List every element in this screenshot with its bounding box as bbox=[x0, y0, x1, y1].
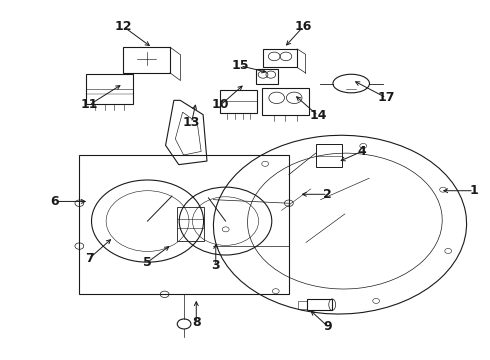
Text: 10: 10 bbox=[212, 99, 229, 112]
Bar bbox=[316, 144, 343, 167]
Text: 15: 15 bbox=[231, 59, 249, 72]
Text: 2: 2 bbox=[323, 188, 332, 201]
Text: 17: 17 bbox=[377, 91, 395, 104]
Text: 8: 8 bbox=[192, 316, 200, 329]
Bar bbox=[123, 47, 170, 73]
Text: 16: 16 bbox=[295, 20, 312, 33]
Bar bbox=[262, 88, 309, 115]
Text: 3: 3 bbox=[212, 259, 220, 272]
Bar bbox=[307, 299, 332, 310]
Text: 1: 1 bbox=[469, 184, 478, 197]
Text: 9: 9 bbox=[323, 320, 332, 333]
Bar bbox=[298, 301, 307, 309]
Bar bbox=[263, 49, 297, 67]
Text: 6: 6 bbox=[50, 195, 59, 208]
Text: 7: 7 bbox=[85, 252, 94, 265]
Text: 11: 11 bbox=[80, 99, 98, 112]
Bar bbox=[256, 68, 278, 84]
Text: 13: 13 bbox=[183, 116, 200, 129]
Bar bbox=[220, 90, 257, 113]
Text: 14: 14 bbox=[309, 109, 327, 122]
Bar bbox=[177, 207, 203, 241]
Text: 5: 5 bbox=[143, 256, 152, 269]
Text: 4: 4 bbox=[358, 145, 367, 158]
Bar bbox=[79, 155, 289, 294]
Text: 12: 12 bbox=[115, 20, 132, 33]
Bar bbox=[86, 74, 133, 104]
